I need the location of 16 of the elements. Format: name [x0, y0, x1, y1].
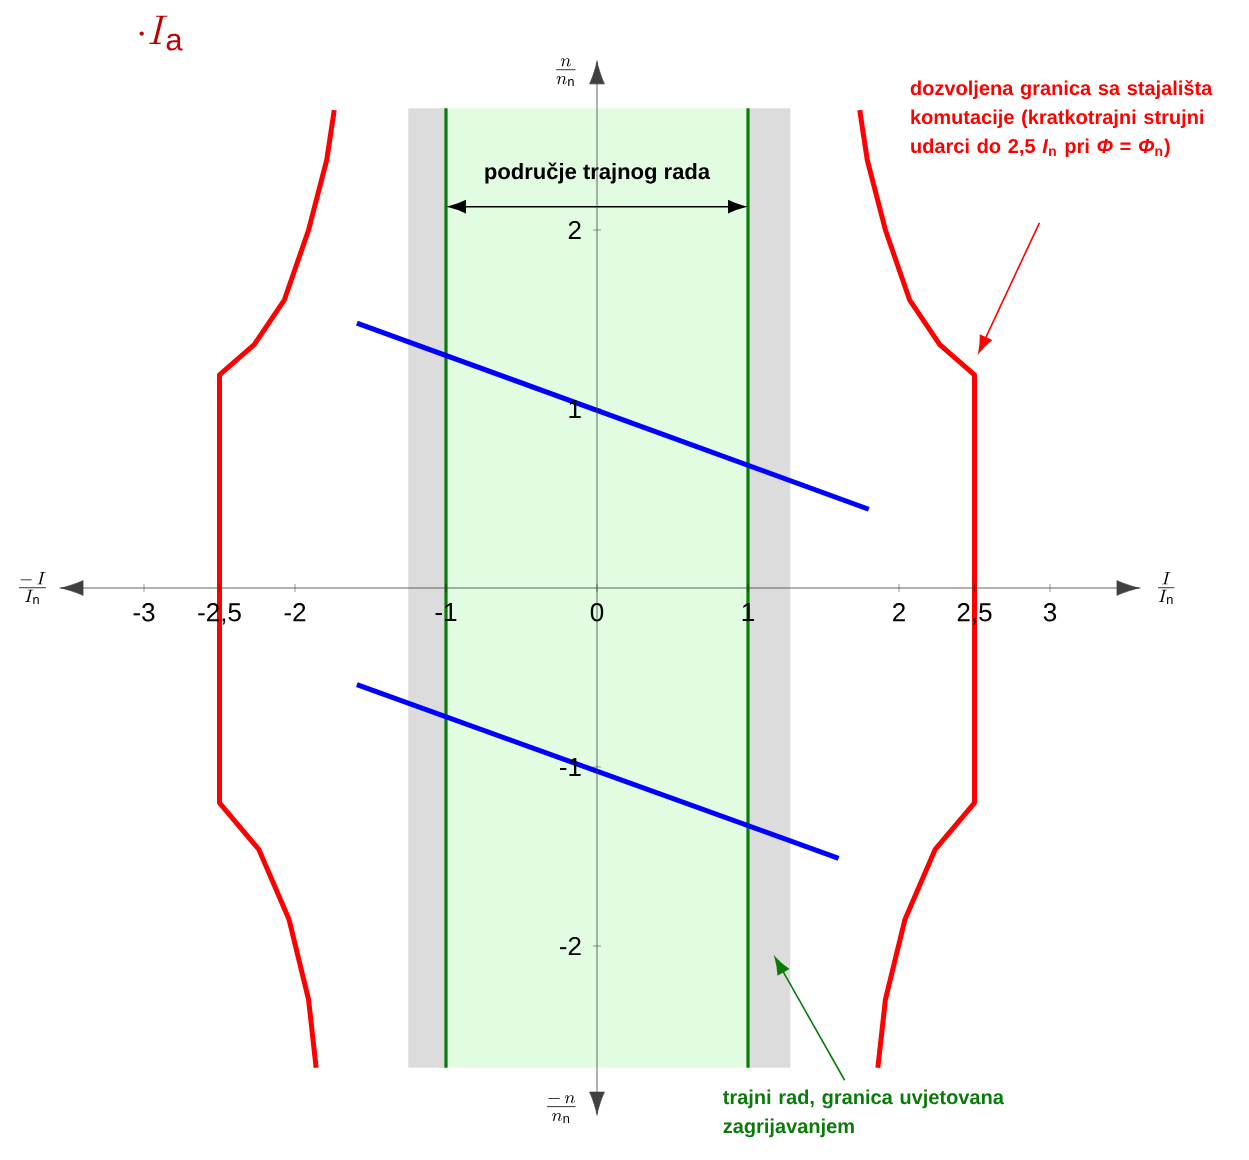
x-tick-label: -3 [133, 603, 155, 622]
x-axis-title: $\frac{I}{I_{\mathrm{n}}}$ [1158, 571, 1175, 604]
text: $\frac{-\,n}{n_{\mathrm{n}}}$ [546, 1095, 576, 1123]
y-tick-label: -2 [559, 936, 581, 956]
y-tick-label: 1 [569, 400, 581, 418]
x-tick-label: -2 [284, 603, 306, 622]
x-tick-label: 0 [590, 603, 604, 622]
text: $\frac{-\,I}{I_{\mathrm{n}}}$ [18, 571, 46, 604]
annotation: područje trajnog rada [485, 162, 711, 184]
text: dozvoljena granica sa stajališta komutacije (kratkotrajni strujni udarci do 2,5 I$_{n}$ pri Φ = Φ$_{n}$) [910, 80, 1213, 158]
x-tick-label: 3 [1043, 603, 1057, 622]
y-tick-label: 2 [568, 220, 581, 240]
chart-title: $\cdot I_{\mathrm{a}}$ [139, 15, 183, 51]
text: trajni rad, granica uvjetovana zagrijavanjem [722, 1089, 1005, 1138]
x-tick-label: 2 [893, 603, 905, 622]
y-axis-title: $\frac{n}{n_{\mathrm{n}}}$ [556, 58, 576, 86]
